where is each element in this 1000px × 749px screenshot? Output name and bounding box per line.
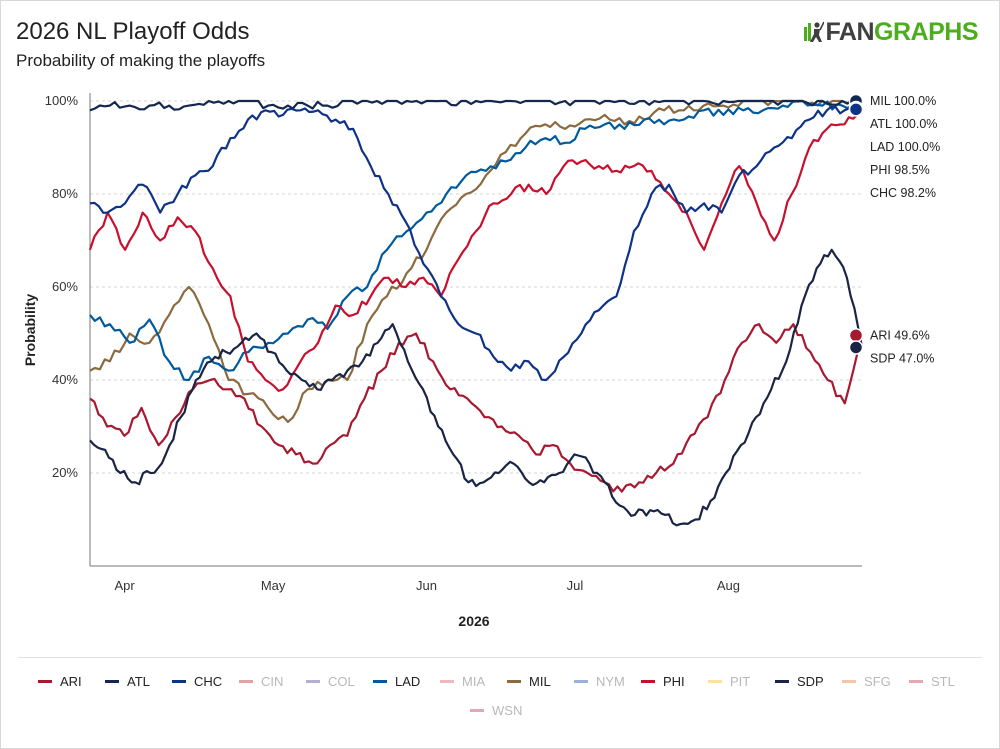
legend-swatch xyxy=(440,680,454,684)
series-line-mil[interactable] xyxy=(89,99,863,423)
end-label-atl: ATL 100.0% xyxy=(870,117,937,131)
legend-item-cin[interactable]: CIN xyxy=(239,674,283,689)
series-line-chc[interactable] xyxy=(89,104,863,382)
legend-label: SFG xyxy=(864,674,891,689)
x-tick-label: Jun xyxy=(416,578,437,593)
legend-item-lad[interactable]: LAD xyxy=(373,674,420,689)
y-tick-label: 20% xyxy=(52,465,78,480)
legend-swatch xyxy=(909,680,923,684)
legend-item-mil[interactable]: MIL xyxy=(507,674,551,689)
series-line-lad[interactable] xyxy=(89,99,863,382)
legend-label: MIL xyxy=(529,674,551,689)
legend-swatch xyxy=(641,680,655,684)
legend-swatch xyxy=(842,680,856,684)
series-layer xyxy=(88,99,864,527)
legend-label: STL xyxy=(931,674,955,689)
legend-swatch xyxy=(470,709,484,713)
legend-item-sdp[interactable]: SDP xyxy=(775,674,824,689)
fangraphs-logo[interactable]: FANGRAPHS xyxy=(803,18,978,47)
legend-item-ari[interactable]: ARI xyxy=(38,674,82,689)
legend-item-sfg[interactable]: SFG xyxy=(842,674,891,689)
series-line-phi[interactable] xyxy=(88,107,863,392)
legend-label: WSN xyxy=(492,703,523,718)
y-tick-label: 60% xyxy=(52,279,78,294)
end-marker-chc[interactable] xyxy=(848,102,864,117)
series-line-sdp[interactable] xyxy=(89,248,864,527)
x-tick-label: Apr xyxy=(115,578,136,593)
legend-swatch xyxy=(306,680,320,684)
x-tick-label: Aug xyxy=(717,578,740,593)
series-line-ari[interactable] xyxy=(89,323,864,493)
legend-label: ARI xyxy=(60,674,82,689)
end-label-mil: MIL 100.0% xyxy=(870,94,936,108)
end-marker-ari[interactable] xyxy=(848,328,864,343)
y-tick-label: 100% xyxy=(45,93,79,108)
batter-logo-icon xyxy=(803,21,824,42)
legend-label: LAD xyxy=(395,674,421,689)
legend-swatch xyxy=(239,680,253,684)
legend-swatch xyxy=(373,680,387,684)
y-axis-title: Probability xyxy=(22,294,38,367)
legend-item-col[interactable]: COL xyxy=(306,674,355,689)
legend-swatch xyxy=(507,680,521,684)
legend-label: CHC xyxy=(194,674,223,689)
legend-label: NYM xyxy=(596,674,625,689)
x-tick-label: Jul xyxy=(567,578,584,593)
legend-label: ATL xyxy=(127,674,150,689)
legend-item-stl[interactable]: STL xyxy=(909,674,955,689)
end-label-sdp: SDP 47.0% xyxy=(870,351,934,365)
x-axis-title: 2026 xyxy=(458,613,489,629)
end-marker-sdp[interactable] xyxy=(848,340,864,355)
legend-item-wsn[interactable]: WSN xyxy=(470,703,522,718)
legend-swatch xyxy=(105,680,119,684)
legend-label: CIN xyxy=(261,674,284,689)
end-label-ari: ARI 49.6% xyxy=(870,328,930,342)
series-line-atl[interactable] xyxy=(89,99,863,112)
end-label-chc: CHC 98.2% xyxy=(870,186,936,200)
chart-title: 2026 NL Playoff Odds xyxy=(16,18,250,45)
logo-text-graphs: GRAPHS xyxy=(874,18,978,46)
y-tick-label: 40% xyxy=(52,372,78,387)
legend-item-pit[interactable]: PIT xyxy=(708,674,750,689)
legend-item-phi[interactable]: PHI xyxy=(641,674,685,689)
logo-text-fan: FAN xyxy=(825,18,875,46)
x-tick-label: May xyxy=(261,578,286,593)
legend-item-atl[interactable]: ATL xyxy=(105,674,150,689)
y-tick-label: 80% xyxy=(52,186,78,201)
end-label-layer: MIL 100.0% ATL 100.0% LAD 100.0% PHI 98.5% C… xyxy=(848,93,940,365)
legend-item-mia[interactable]: MIA xyxy=(440,674,485,689)
end-label-phi: PHI 98.5% xyxy=(870,163,930,177)
legend-swatch xyxy=(172,680,186,684)
legend-label: SDP xyxy=(797,674,824,689)
legend-label: PIT xyxy=(730,674,751,689)
end-label-lad: LAD 100.0% xyxy=(870,140,940,154)
legend-swatch xyxy=(574,680,588,684)
legend-item-nym[interactable]: NYM xyxy=(574,674,625,689)
legend-swatch xyxy=(775,680,789,684)
chart-subtitle: Probability of making the playoffs xyxy=(16,51,266,70)
legend-label: COL xyxy=(328,674,355,689)
axis-layer: 20% 40% 60% 80% 100% Apr May Jun Jul Aug xyxy=(45,93,862,593)
legend-label: PHI xyxy=(663,674,685,689)
legend-separator xyxy=(18,657,982,658)
legend-swatch xyxy=(708,680,722,684)
grid-layer xyxy=(90,100,862,474)
legend-label: MIA xyxy=(462,674,486,689)
legend-item-chc[interactable]: CHC xyxy=(172,674,222,689)
legend-swatch xyxy=(38,680,52,684)
